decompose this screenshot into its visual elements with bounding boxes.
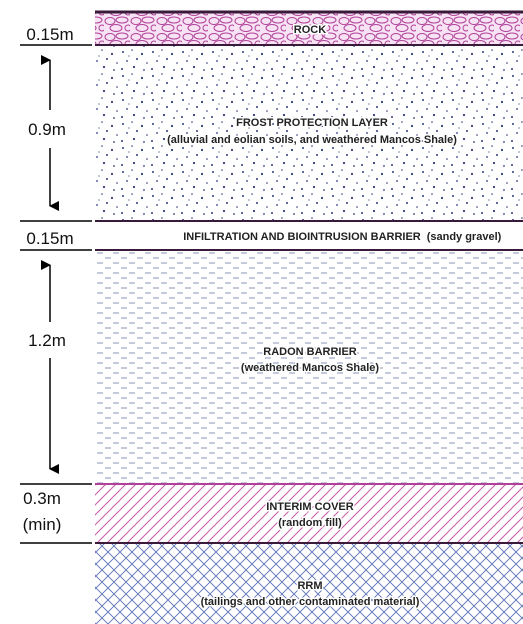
layer-title: RRM — [297, 580, 322, 592]
dimension-lines — [20, 44, 92, 544]
layer-title: INTERIM COVER — [266, 501, 353, 513]
layer-title: INFILTRATION AND BIOINTRUSION BARRIER — [183, 231, 421, 243]
dimension-note: (min) — [23, 515, 62, 534]
interim-layer — [95, 484, 523, 543]
dimension-label: 0.15m — [26, 229, 73, 248]
layer-title: FROST PROTECTION LAYER — [236, 117, 388, 129]
layers — [95, 10, 523, 624]
layer-title: RADON BARRIER — [263, 346, 357, 358]
layer-subtitle: (tailings and other contaminated materia… — [201, 596, 420, 608]
layer-labels: ROCK FROST PROTECTION LAYER (alluvial an… — [166, 23, 503, 610]
infiltration-layer — [95, 221, 523, 250]
layer-subtitle: (alluvial and eolian soils, and weathere… — [167, 134, 457, 146]
dimensions: 0.15m 0.9m 0.15m 1.2m 0.3m (min) — [20, 25, 92, 544]
layer-boundaries — [95, 10, 523, 544]
layer-subtitle: (weathered Mancos Shale) — [241, 362, 379, 374]
rrm-layer — [95, 543, 523, 624]
rock-layer — [95, 12, 523, 45]
layer-subtitle: (sandy gravel) — [427, 231, 502, 243]
frost-layer — [95, 45, 523, 221]
layer-subtitle: (random fill) — [278, 517, 342, 529]
dimension-label: 0.3m — [23, 489, 61, 508]
radon-layer — [95, 250, 523, 484]
dimension-label: 1.2m — [28, 331, 66, 350]
dimension-label: 0.9m — [28, 120, 66, 139]
layer-title: ROCK — [294, 24, 326, 36]
dimension-label: 0.15m — [26, 25, 73, 44]
